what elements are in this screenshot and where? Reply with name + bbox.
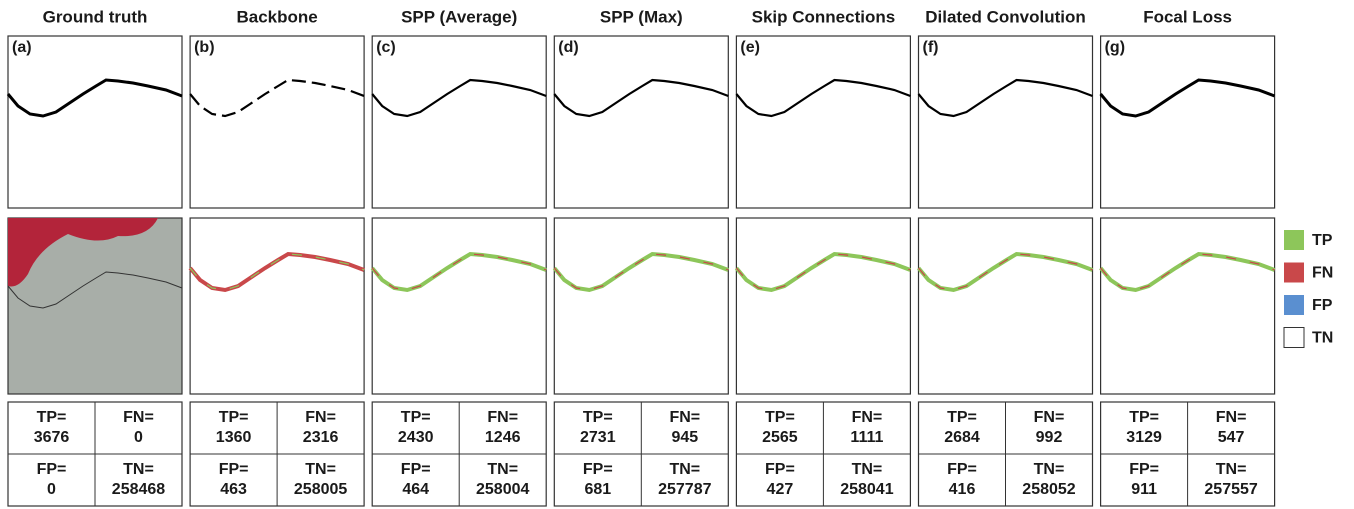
- column-title: Ground truth: [43, 7, 148, 26]
- overlay-panel: [736, 218, 910, 394]
- metric-value: 2430: [398, 429, 434, 446]
- legend-label: FP: [1312, 297, 1333, 314]
- metric-label: FN=: [305, 409, 336, 426]
- panel-label: (b): [194, 39, 214, 56]
- column-title: Focal Loss: [1143, 7, 1232, 26]
- metric-label: FP=: [765, 461, 795, 478]
- column-title: SPP (Average): [401, 7, 517, 26]
- metric-value: 257557: [1204, 481, 1257, 498]
- metric-value: 257787: [658, 481, 711, 498]
- prediction-panel: [190, 36, 364, 208]
- metric-label: TP=: [583, 409, 613, 426]
- metric-value: 911: [1131, 481, 1157, 498]
- prediction-panel: [736, 36, 910, 208]
- overlay-panel: [372, 218, 546, 394]
- column-title: Skip Connections: [752, 7, 896, 26]
- overlay-panel: [554, 218, 728, 394]
- legend-label: TP: [1312, 232, 1333, 249]
- prediction-panel: [919, 36, 1093, 208]
- prediction-panel: [372, 36, 546, 208]
- metric-value: 681: [584, 481, 611, 498]
- metric-label: FP=: [947, 461, 977, 478]
- metric-label: TN=: [1216, 461, 1247, 478]
- panel-label: (d): [558, 39, 578, 56]
- metric-value: 2731: [580, 429, 616, 446]
- metric-label: TP=: [219, 409, 249, 426]
- metric-value: 0: [47, 481, 56, 498]
- metric-value: 1111: [850, 429, 883, 446]
- metric-label: FP=: [583, 461, 613, 478]
- metric-value: 258005: [294, 481, 347, 498]
- metric-label: TN=: [487, 461, 518, 478]
- legend-label: TN: [1312, 330, 1333, 347]
- metric-value: 1360: [216, 429, 252, 446]
- overlay-panel: [1101, 218, 1275, 394]
- panel-label: (f): [923, 39, 939, 56]
- metric-value: 2565: [762, 429, 798, 446]
- metric-value: 464: [402, 481, 429, 498]
- metric-value: 463: [220, 481, 247, 498]
- metric-label: TN=: [852, 461, 883, 478]
- metric-value: 0: [134, 429, 143, 446]
- prediction-panel: [1101, 36, 1275, 208]
- metric-value: 258052: [1022, 481, 1075, 498]
- panel-label: (a): [12, 39, 32, 56]
- metric-value: 427: [767, 481, 794, 498]
- panel-label: (e): [740, 39, 760, 56]
- column-title: Backbone: [236, 7, 317, 26]
- metric-label: FN=: [852, 409, 883, 426]
- column-title: SPP (Max): [600, 7, 683, 26]
- metric-label: TP=: [37, 409, 67, 426]
- metric-value: 547: [1218, 429, 1245, 446]
- metric-value: 2684: [944, 429, 980, 446]
- figure: Ground truth (a) TP= 3676 FN= 0 FP= 0 TN= 258468 B…: [0, 0, 1354, 509]
- metric-label: TP=: [401, 409, 431, 426]
- overlay-panel: [190, 218, 364, 394]
- metric-label: FN=: [1216, 409, 1247, 426]
- metric-value: 258041: [840, 481, 893, 498]
- metric-label: TN=: [1034, 461, 1065, 478]
- metric-value: 258468: [112, 481, 165, 498]
- metric-label: TN=: [305, 461, 336, 478]
- metric-label: TN=: [669, 461, 700, 478]
- metric-label: TP=: [765, 409, 795, 426]
- metric-label: FP=: [1129, 461, 1159, 478]
- metric-value: 992: [1036, 429, 1063, 446]
- metric-value: 2316: [303, 429, 339, 446]
- metric-label: TN=: [123, 461, 154, 478]
- panel-label: (c): [376, 39, 396, 56]
- metric-value: 258004: [476, 481, 529, 498]
- metric-label: FN=: [669, 409, 700, 426]
- metric-label: FP=: [401, 461, 431, 478]
- metric-value: 1246: [485, 429, 521, 446]
- metric-label: FN=: [1034, 409, 1065, 426]
- metric-label: FN=: [487, 409, 518, 426]
- overlay-panel: [919, 218, 1093, 394]
- prediction-panel: [554, 36, 728, 208]
- legend-swatch: [1284, 230, 1304, 250]
- legend-swatch: [1284, 328, 1304, 348]
- legend-label: FN: [1312, 265, 1333, 282]
- metric-label: FP=: [37, 461, 67, 478]
- metric-value: 3129: [1126, 429, 1162, 446]
- legend-swatch: [1284, 295, 1304, 315]
- metric-value: 3676: [34, 429, 70, 446]
- metric-value: 416: [949, 481, 976, 498]
- metric-label: TP=: [1129, 409, 1159, 426]
- column-title: Dilated Convolution: [925, 7, 1086, 26]
- metric-value: 945: [671, 429, 698, 446]
- panel-label: (g): [1105, 39, 1125, 56]
- metric-label: FP=: [219, 461, 249, 478]
- prediction-panel: [8, 36, 182, 208]
- metric-label: FN=: [123, 409, 154, 426]
- legend-swatch: [1284, 263, 1304, 283]
- metric-label: TP=: [947, 409, 977, 426]
